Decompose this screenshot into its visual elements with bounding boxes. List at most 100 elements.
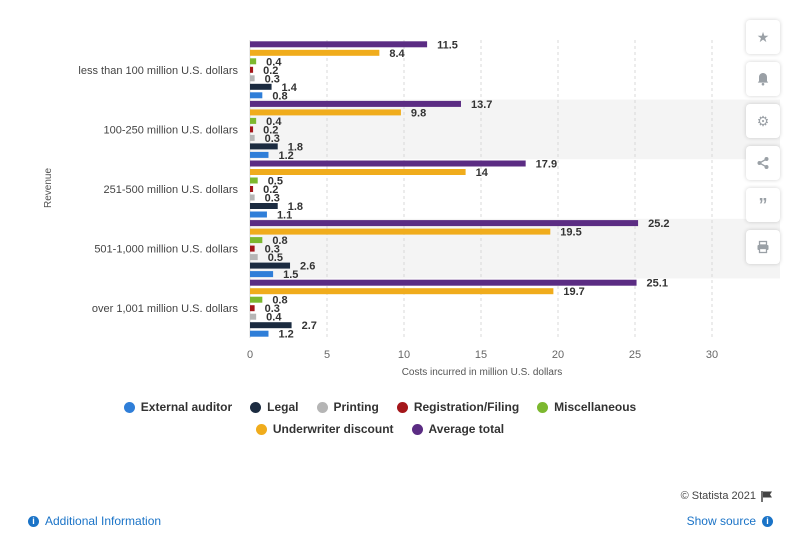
bar [250, 186, 254, 192]
bar [250, 126, 254, 133]
legend-item[interactable]: External auditor [123, 400, 233, 414]
x-tick-label: 15 [475, 349, 487, 361]
bar [250, 194, 255, 201]
bar [250, 169, 466, 175]
y-axis-title: Revenue [43, 168, 54, 208]
additional-information-link[interactable]: i Additional Information [28, 514, 161, 528]
bar [250, 254, 258, 261]
bar [250, 245, 255, 252]
bar [250, 41, 428, 48]
x-tick-label: 20 [552, 349, 564, 361]
chart: 11.58.40.40.20.31.40.813.79.80.40.20.31.… [43, 39, 780, 378]
data-label: 0.4 [266, 116, 282, 128]
legend-item[interactable]: Registration/Filing [396, 400, 520, 414]
data-label: 0.5 [268, 252, 283, 264]
data-label: 11.5 [437, 39, 458, 51]
data-label: 1.8 [288, 201, 303, 213]
data-label: 19.5 [560, 227, 581, 239]
star-button[interactable]: ★ [746, 20, 780, 54]
gear-icon: ⚙ [756, 112, 770, 129]
data-label: 0.2 [263, 124, 278, 136]
bar [250, 66, 254, 73]
x-tick-label: 5 [324, 349, 330, 361]
data-label: 0.8 [272, 295, 287, 307]
share-button[interactable] [746, 146, 780, 180]
bar [250, 203, 278, 209]
cite-button[interactable]: ” [746, 188, 780, 222]
data-label: 0.2 [263, 184, 278, 196]
copyright: © Statista 2021 [681, 490, 773, 502]
bar [250, 49, 380, 56]
bar [250, 75, 255, 82]
bar [250, 143, 278, 150]
data-label: 17.9 [536, 159, 557, 171]
data-label: 25.2 [648, 218, 669, 230]
bar [250, 305, 255, 312]
data-label: 0.3 [265, 133, 280, 145]
bar [250, 262, 291, 269]
legend-item[interactable]: Underwriter discount [255, 422, 394, 436]
bar [250, 211, 267, 218]
category-label: 251-500 million U.S. dollars [103, 184, 238, 196]
data-label: 0.3 [265, 193, 280, 205]
settings-button[interactable]: ⚙ [746, 104, 780, 138]
data-label: 0.3 [265, 244, 280, 256]
bell-icon [757, 73, 769, 86]
legend-item[interactable]: Average total [411, 422, 504, 436]
category-label: less than 100 million U.S. dollars [78, 65, 238, 77]
notification-button[interactable] [746, 62, 780, 96]
bar [250, 109, 401, 116]
x-tick-labels: 0 5 10 15 20 25 30 [247, 349, 718, 361]
bar [250, 228, 551, 235]
bar [250, 151, 269, 158]
legend-item[interactable]: Miscellaneous [537, 400, 636, 414]
legend-label: External auditor [140, 400, 233, 414]
data-label: 0.3 [265, 303, 280, 315]
x-tick-label: 25 [629, 349, 641, 361]
category-label: 100-250 million U.S. dollars [103, 124, 238, 136]
legend-row: External auditor Legal Printing Registratio… [100, 400, 660, 414]
bar [250, 296, 263, 303]
data-label: 0.8 [272, 90, 287, 102]
bar [250, 100, 461, 107]
share-icon [757, 157, 769, 169]
legend-label: Printing [333, 400, 379, 414]
legend-item[interactable]: Legal [250, 400, 299, 414]
info-icon: i [28, 515, 39, 527]
data-label: 1.2 [278, 329, 293, 341]
print-button[interactable] [746, 230, 780, 264]
bar [250, 160, 526, 167]
bar [250, 288, 554, 295]
legend-marker [250, 401, 262, 413]
bar [250, 313, 257, 320]
category-labels: less than 100 million U.S. dollars 100-25… [78, 65, 238, 315]
data-label: 1.4 [282, 82, 298, 94]
x-axis-title: Costs incurred in million U.S. dollars [402, 367, 563, 378]
x-tick-label: 30 [706, 349, 718, 361]
data-label: 0.8 [272, 235, 287, 247]
data-label: 13.7 [471, 99, 492, 111]
legend-label: Registration/Filing [413, 400, 520, 414]
additional-information-label: Additional Information [45, 514, 162, 528]
bar [250, 58, 257, 65]
category-label: 501-1,000 million U.S. dollars [94, 244, 238, 256]
show-source-link[interactable]: Show source i [687, 514, 773, 528]
data-label: 19.7 [563, 286, 584, 298]
bars [250, 41, 639, 337]
legend-label: Underwriter discount [272, 422, 394, 436]
bar [250, 330, 269, 337]
legend-item[interactable]: Printing [316, 400, 379, 414]
data-label: 2.6 [300, 261, 315, 273]
flag-icon [761, 490, 772, 502]
data-label: 1.2 [278, 150, 293, 162]
data-label: 0.4 [266, 312, 282, 324]
copyright-text: © Statista 2021 [680, 490, 756, 502]
bar [250, 271, 274, 278]
show-source-label: Show source [686, 514, 756, 528]
category-band [250, 218, 780, 279]
legend-marker [316, 401, 328, 413]
x-tick-label: 0 [247, 349, 253, 361]
data-label: 2.7 [302, 320, 317, 332]
data-label: 0.2 [263, 65, 278, 77]
bar [250, 279, 637, 286]
